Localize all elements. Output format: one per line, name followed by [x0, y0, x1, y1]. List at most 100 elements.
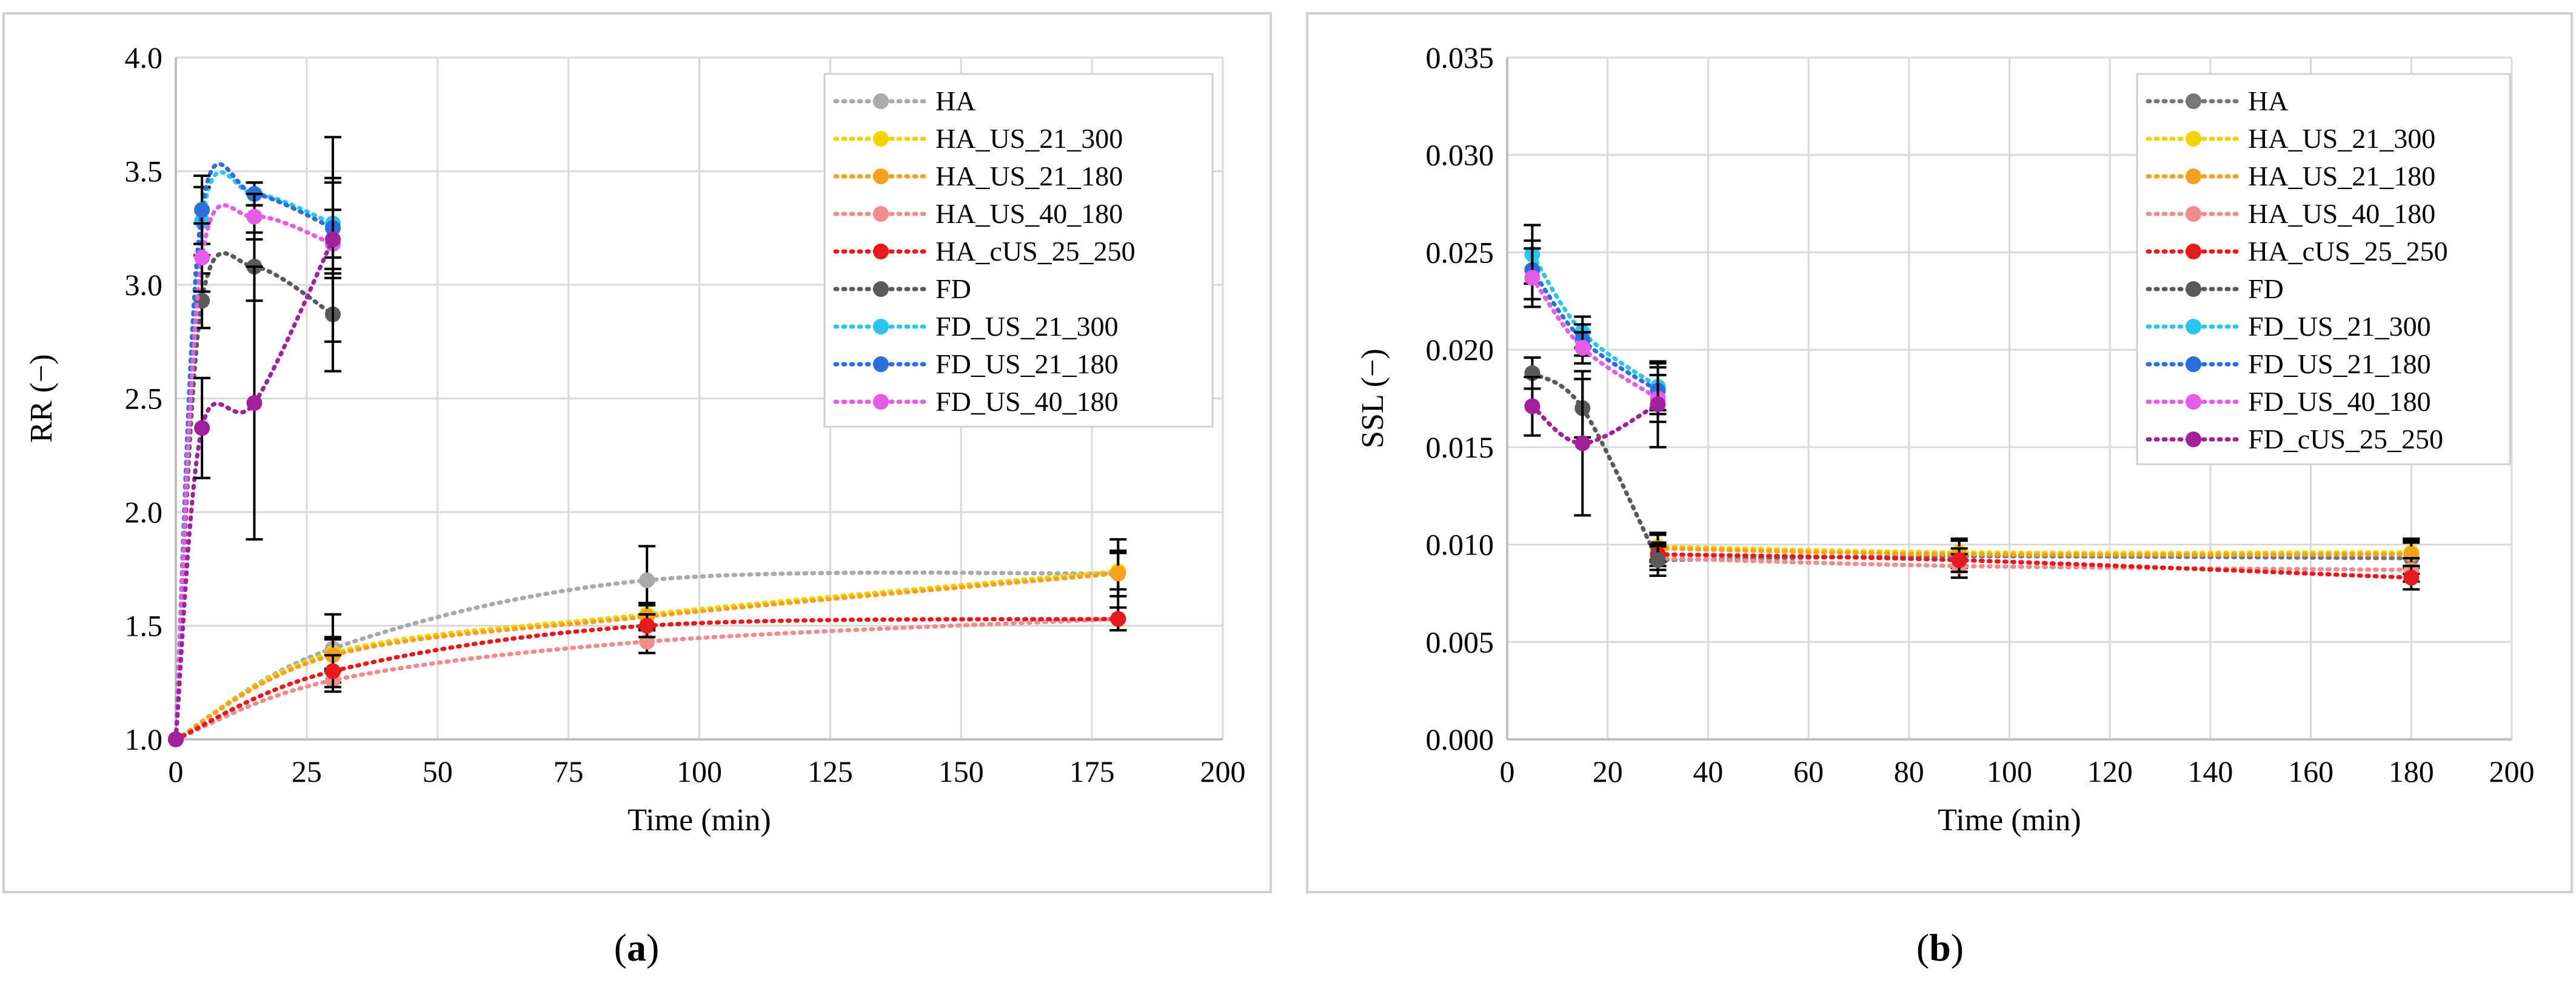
data-point	[1110, 611, 1126, 627]
x-tick-label: 180	[2389, 754, 2434, 788]
legend-marker	[873, 244, 889, 259]
x-tick-label: 20	[1593, 754, 1623, 788]
data-point	[1650, 552, 1666, 568]
legend-marker	[873, 356, 889, 372]
data-point	[639, 572, 655, 588]
series-line	[173, 571, 1120, 742]
x-tick-label: 60	[1793, 754, 1824, 788]
y-tick-label: 0.030	[1426, 138, 1494, 172]
legend-marker	[873, 93, 889, 109]
data-point	[194, 420, 210, 436]
series-HA_cUS_25_250	[168, 606, 1127, 747]
y-tick-label: 0.035	[1426, 41, 1494, 75]
series-line	[1656, 552, 2414, 580]
series-line	[1656, 556, 2414, 572]
data-point	[194, 250, 210, 265]
data-point	[1574, 339, 1591, 356]
legend-label: HA_US_40_180	[935, 198, 1123, 229]
x-tick-label: 25	[292, 754, 322, 788]
legend-label: HA_US_21_180	[935, 161, 1123, 192]
x-tick-label: 75	[554, 754, 584, 788]
x-axis-label: Time (min)	[1938, 803, 2081, 838]
x-tick-label: 0	[1500, 754, 1515, 788]
legend-label: FD	[935, 273, 971, 304]
series-line	[173, 616, 1120, 742]
y-tick-label: 0.005	[1426, 625, 1494, 659]
series-line	[173, 237, 335, 742]
legend-label: HA_US_40_180	[2248, 198, 2435, 229]
y-tick-label: 0.020	[1426, 333, 1494, 367]
legend-label: HA_US_21_180	[2248, 161, 2435, 192]
y-tick-label: 0.025	[1426, 235, 1494, 269]
x-tick-label: 40	[1693, 754, 1723, 788]
data-point	[1951, 552, 1967, 568]
legend-label: FD_US_21_180	[935, 348, 1119, 379]
legend-label: FD_US_40_180	[2248, 386, 2431, 417]
series-FD_cUS_25_250	[168, 136, 342, 747]
legend-marker	[873, 394, 889, 410]
data-point	[168, 731, 184, 747]
data-point	[1524, 270, 1541, 286]
data-point	[1110, 565, 1126, 582]
legend-marker	[2186, 281, 2201, 297]
legend-label: HA_cUS_25_250	[935, 236, 1136, 267]
legend-marker	[2186, 131, 2201, 147]
data-point	[325, 232, 341, 247]
legend-marker	[2186, 356, 2201, 372]
legend-marker	[2186, 244, 2201, 259]
legend-marker	[873, 281, 889, 297]
y-tick-label: 3.5	[125, 155, 163, 188]
legend-label: FD_US_40_180	[935, 386, 1119, 417]
y-tick-label: 3.0	[125, 268, 163, 302]
y-tick-label: 0.015	[1426, 430, 1494, 464]
y-tick-label: 0.010	[1426, 528, 1494, 562]
y-axis-label: RR (−)	[24, 354, 59, 442]
legend: HA HA_US_21_300 HA_US_21_180 HA_US_40_180 HA…	[2136, 73, 2511, 465]
legend-marker	[2186, 93, 2201, 109]
y-tick-label: 2.0	[125, 495, 163, 529]
x-axis-label: Time (min)	[627, 803, 771, 838]
chart-panel-b: 0.000 0.005 0.010 0.015 0.020 0.025 0.030 0.035…	[1356, 41, 2535, 838]
x-tick-label: 150	[938, 754, 984, 788]
legend-marker	[873, 319, 889, 335]
x-tick-label: 100	[1987, 754, 2032, 788]
series-line	[173, 569, 1120, 742]
data-point	[194, 202, 210, 218]
chart-panel-a: 1.0 1.5 2.0 2.5 3.0 3.5 4.0 0 25 50 75 100 125 150 175…	[24, 41, 1246, 838]
legend-label: FD_US_21_300	[935, 311, 1119, 342]
legend-label: HA_cUS_25_250	[2248, 236, 2448, 267]
legend-label: HA	[935, 85, 975, 116]
legend-marker	[2186, 394, 2201, 410]
x-tick-label: 160	[2288, 754, 2333, 788]
x-tick-label: 175	[1069, 754, 1115, 788]
legend-marker	[873, 206, 889, 222]
y-tick-label: 4.0	[125, 41, 163, 75]
legend-label: FD_US_21_300	[2248, 311, 2431, 342]
legend-marker	[873, 131, 889, 147]
x-tick-label: 200	[1200, 754, 1246, 788]
legend-label: FD_cUS_25_250	[2248, 424, 2443, 455]
x-tick-label: 200	[2489, 754, 2535, 788]
legend: HA HA_US_21_300 HA_US_21_180 HA_US_40_180 HA…	[823, 73, 1214, 428]
caption-b: (b)	[1916, 926, 1964, 969]
legend-label: FD_US_21_180	[2248, 348, 2431, 379]
series-line	[1530, 371, 1661, 562]
data-point	[639, 618, 655, 634]
y-tick-label: 1.0	[125, 722, 163, 756]
legend-label: FD	[2248, 273, 2284, 304]
x-tick-label: 140	[2187, 754, 2233, 788]
data-point	[246, 395, 263, 411]
legend-label: HA_US_21_300	[2248, 123, 2435, 154]
series-line	[1656, 546, 2414, 557]
y-tick-label: 1.5	[125, 609, 163, 643]
legend-marker	[2186, 168, 2201, 184]
caption-a: (a)	[614, 926, 660, 969]
x-tick-label: 0	[169, 754, 184, 788]
data-point	[1574, 435, 1591, 451]
legend-marker	[2186, 319, 2201, 335]
series-FD_cUS_25_250	[1524, 360, 1667, 517]
x-tick-label: 100	[677, 754, 722, 788]
legend-label: HA_US_21_300	[935, 123, 1123, 154]
data-point	[246, 208, 263, 225]
